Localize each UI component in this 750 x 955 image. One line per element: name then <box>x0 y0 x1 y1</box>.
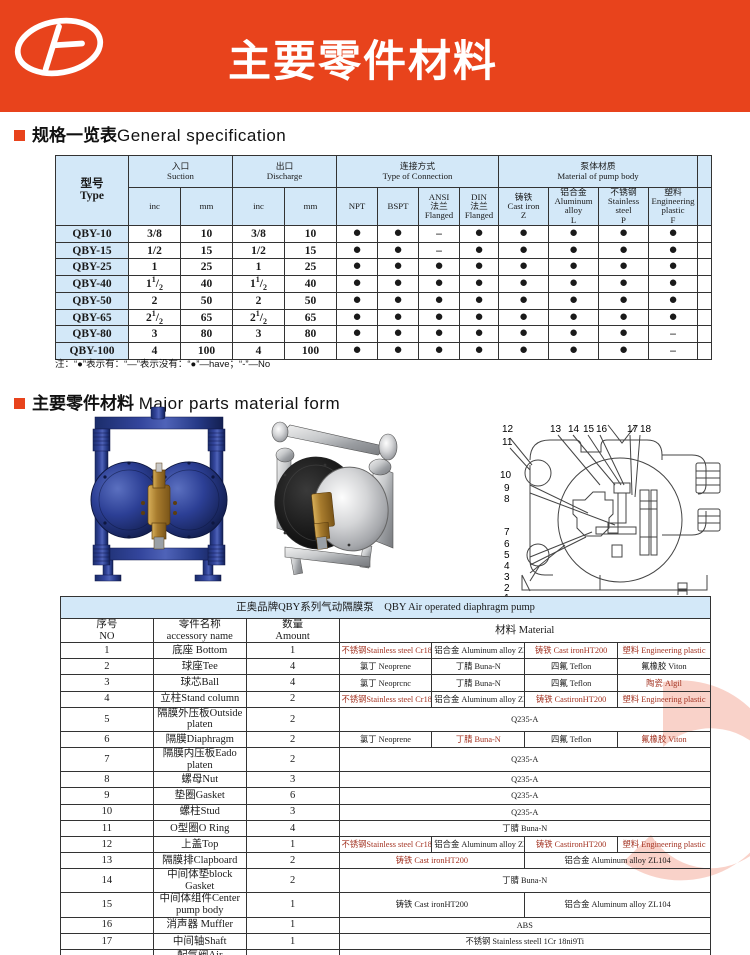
svg-text:15: 15 <box>583 424 595 435</box>
svg-text:7: 7 <box>504 527 510 538</box>
svg-text:10: 10 <box>500 470 512 481</box>
svg-text:18: 18 <box>640 424 652 435</box>
svg-text:9: 9 <box>504 483 510 494</box>
svg-text:8: 8 <box>504 494 510 505</box>
svg-text:14: 14 <box>568 424 580 435</box>
svg-text:6: 6 <box>504 539 510 550</box>
svg-text:5: 5 <box>504 550 510 561</box>
svg-text:11: 11 <box>502 437 513 448</box>
svg-text:3: 3 <box>504 572 510 583</box>
svg-text:17: 17 <box>627 424 639 435</box>
svg-text:4: 4 <box>504 561 510 572</box>
svg-text:12: 12 <box>502 424 514 435</box>
svg-text:16: 16 <box>596 424 608 435</box>
svg-text:13: 13 <box>550 424 562 435</box>
